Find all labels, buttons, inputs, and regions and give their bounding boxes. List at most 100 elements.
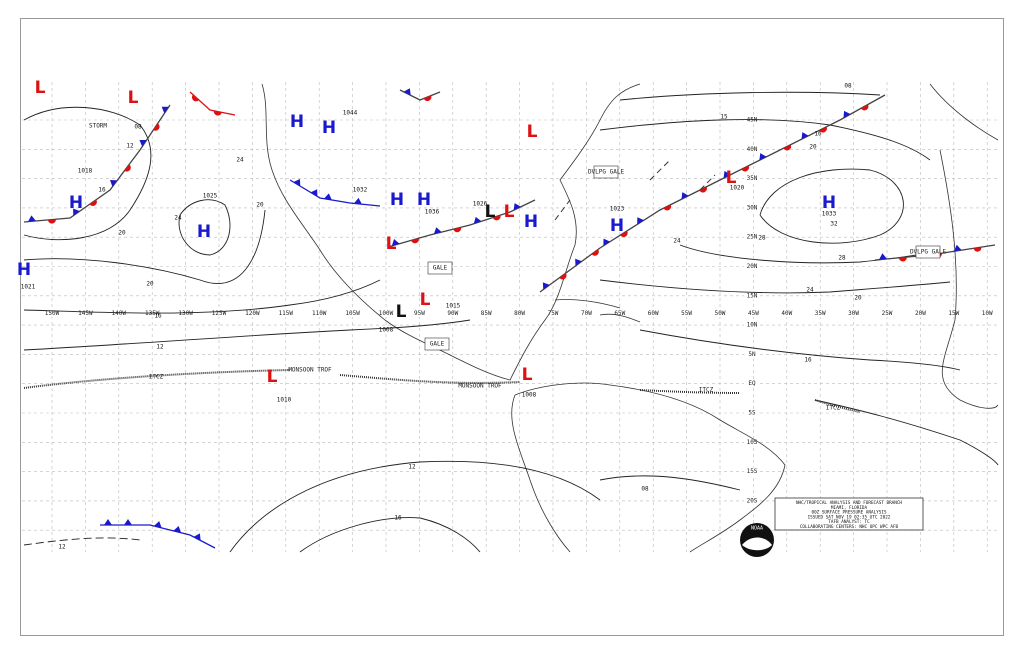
isobar	[178, 199, 231, 256]
isobar-label: 12	[126, 143, 134, 150]
coastline	[261, 83, 641, 381]
warm-front-semicircle	[819, 126, 827, 133]
isobar	[23, 279, 381, 314]
lon-label: 105W	[345, 310, 360, 317]
lon-label: 55W	[681, 310, 692, 317]
cold-front-triangle	[473, 216, 482, 224]
cold-front-triangle	[637, 217, 644, 225]
info-line: COLLABORATING CENTERS: NHC OPC WPC AFB	[800, 524, 899, 530]
isobar	[814, 399, 999, 466]
isobar-label: 20	[118, 230, 126, 237]
lon-label: 110W	[312, 310, 327, 317]
warm-front-semicircle	[783, 144, 792, 151]
lat-label-box	[744, 350, 760, 359]
lon-label-box	[510, 309, 529, 317]
cold-front-triangle	[513, 203, 521, 211]
pressure-value: 1018	[78, 168, 93, 175]
pressure-center-symbol: H	[17, 260, 31, 280]
pressure-center-symbol: H	[822, 193, 836, 213]
lon-label: 10W	[982, 310, 993, 317]
lon-label-box	[744, 309, 763, 317]
logo: NOAA	[740, 523, 774, 557]
isobar-label: 20	[256, 202, 264, 209]
cold-front-triangle	[681, 192, 689, 200]
lon-label-box	[944, 309, 963, 317]
cold-front-triangle	[310, 189, 318, 197]
front-line	[399, 89, 441, 101]
isobar-label: 16	[154, 313, 162, 320]
warm-front-semicircle	[124, 164, 131, 172]
pressure-center-symbol: L	[485, 202, 496, 222]
cold-front-triangle	[403, 88, 411, 96]
cold-front-triangle	[153, 521, 162, 528]
annotation: GALE	[430, 341, 445, 348]
pressure-value: 1044	[343, 110, 358, 117]
lon-label: 30W	[848, 310, 859, 317]
isobar	[23, 537, 141, 546]
cold-front-triangle	[723, 171, 731, 179]
lon-label-box	[477, 309, 496, 317]
pressure-center-symbol: H	[290, 112, 304, 132]
lon-label: 20W	[915, 310, 926, 317]
coastline	[929, 83, 999, 141]
annotation: ITCZ	[826, 405, 841, 412]
pressure-value: 1033	[822, 211, 837, 218]
isobar-label: 12	[156, 344, 164, 351]
lon-label-box	[377, 309, 395, 317]
pressure-center-symbol: H	[390, 190, 404, 210]
lat-label-box	[744, 496, 760, 505]
logo-text: NOAA	[751, 526, 763, 532]
isobar	[299, 517, 481, 553]
lat-label: 40N	[747, 146, 758, 153]
pressure-center-symbol: H	[322, 118, 336, 138]
pressure-value: 1008	[522, 392, 537, 399]
isobar-label: 08	[134, 124, 142, 131]
annotation: STORM	[89, 123, 107, 130]
cold-front-triangle	[953, 244, 962, 252]
lon-label-box	[276, 309, 295, 317]
troughs	[23, 159, 861, 413]
coastline	[939, 149, 999, 409]
annotation: ITCZ	[699, 387, 714, 394]
lon-label: 115W	[279, 310, 294, 317]
warm-front-semicircle	[699, 186, 707, 193]
isobar-label: 32	[830, 221, 838, 228]
lat-label: 15S	[747, 468, 758, 475]
cold-front-triangle	[542, 282, 550, 290]
front-line	[189, 91, 236, 116]
lon-label-box	[343, 309, 362, 317]
lon-label-box	[978, 309, 997, 317]
warm-front-semicircle	[663, 204, 672, 211]
lat-label: 25N	[747, 234, 758, 241]
warm-front-semicircle	[453, 227, 462, 233]
lon-label: 90W	[447, 310, 458, 317]
frame	[20, 18, 1004, 636]
cold-front-triangle	[73, 208, 80, 216]
pressure-center-symbol: L	[267, 367, 278, 387]
lon-label: 120W	[245, 310, 260, 317]
cold-front-triangle	[110, 180, 118, 187]
cold-front-triangle	[759, 153, 767, 161]
lon-label-box	[443, 309, 462, 317]
lat-label-box	[744, 262, 760, 271]
lat-label: 10S	[747, 439, 758, 446]
pressure-value: 1010	[277, 397, 292, 404]
lon-label-box	[644, 309, 663, 317]
pressure-center-symbol: L	[527, 122, 538, 142]
isobar-label: 20	[854, 295, 862, 302]
warm-front-semicircle	[153, 123, 160, 131]
isobar	[229, 460, 601, 553]
lon-label-box	[243, 309, 262, 317]
isobar	[23, 319, 471, 351]
pressure-center-symbol: H	[524, 212, 538, 232]
isobar-label: 24	[174, 215, 182, 222]
front-line	[539, 94, 886, 293]
annotation: DVLPG GALE	[910, 249, 947, 256]
lat-label-box	[744, 291, 760, 300]
lat-label: 10N	[747, 322, 758, 329]
isobar	[639, 329, 961, 371]
lon-label-box	[544, 309, 562, 317]
isobar	[759, 168, 904, 244]
